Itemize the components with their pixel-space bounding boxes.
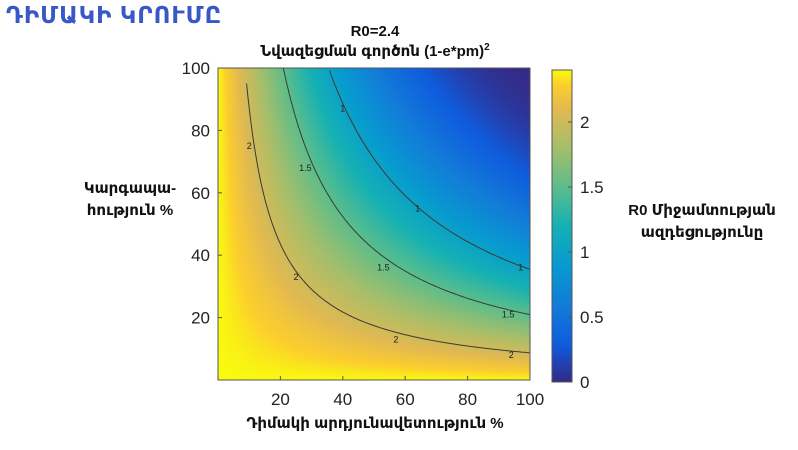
y-tick-label: 40 — [191, 246, 210, 265]
contour-label: 2 — [509, 350, 514, 360]
heatmap-surface — [218, 68, 530, 380]
plot-frame — [217, 67, 531, 381]
chart-title-exponent: 2 — [484, 42, 490, 53]
colorbar-frame — [551, 69, 573, 383]
x-tick-label: 60 — [396, 390, 415, 409]
y-axis-label: Կարգապա- հություն % — [70, 178, 190, 222]
colorbar-tick-label: 1 — [580, 243, 589, 262]
y-tick-label: 100 — [182, 59, 210, 78]
y-tick-label: 20 — [191, 309, 210, 328]
chart-title-formula-text: Նվազեցման գործոն (1-e*pm) — [260, 43, 485, 60]
contour-label: 1.5 — [502, 309, 515, 319]
y-tick-label: 80 — [191, 121, 210, 140]
contour-line-2 — [246, 83, 531, 354]
y-axis-ticks: 20 40 60 80 100 — [182, 59, 222, 328]
colorbar-tick-label: 0 — [580, 373, 589, 392]
page-heading: ԴԻՄԱԿԻ ԿՐՈՒՄԸ — [6, 2, 223, 28]
colorbar-tick-label: 0.5 — [580, 308, 604, 327]
y-axis-label-line1: Կարգապա- — [83, 180, 177, 197]
colorbar-label: R0 Միջամտության ազդեցությունը — [612, 200, 792, 244]
contour-label: 2 — [393, 334, 398, 344]
contour-line-1-5 — [282, 67, 531, 316]
colorbar-tick-label: 1.5 — [580, 178, 604, 197]
colorbar-label-line2: ազդեցությունը — [640, 224, 764, 241]
contour-label: 1 — [518, 263, 523, 273]
contour-label: 1 — [415, 203, 420, 213]
contour-label: 1.5 — [377, 263, 390, 273]
contour-line-1 — [329, 70, 531, 270]
x-axis-ticks: 20 40 60 80 100 — [271, 376, 544, 409]
colorbar-label-line1: R0 Միջամտության — [628, 202, 776, 219]
contour-label: 1 — [340, 104, 345, 114]
contour-labels: 2 2 2 2 1.5 1.5 1.5 1 1 1 — [247, 104, 523, 360]
colorbar-tick-label: 2 — [580, 113, 589, 132]
contour-label: 1.5 — [299, 163, 312, 173]
contour-label: 2 — [247, 141, 252, 151]
y-tick-label: 60 — [191, 184, 210, 203]
x-tick-label: 40 — [333, 390, 352, 409]
x-tick-label: 20 — [271, 390, 290, 409]
x-tick-label: 80 — [458, 390, 477, 409]
chart-title-formula: Նվազեցման գործոն (1-e*pm)2 — [212, 42, 538, 60]
x-axis-label: Դիմակի արդյունավետություն % — [246, 415, 504, 432]
chart-title-r0: R0=2.4 — [350, 23, 400, 40]
contour-label: 2 — [293, 272, 298, 282]
y-axis-label-line2: հություն % — [86, 202, 174, 219]
colorbar-gradient — [552, 70, 572, 382]
contour-lines — [246, 67, 531, 354]
colorbar-ticks: 0 0.5 1 1.5 2 — [568, 113, 604, 392]
x-tick-label: 100 — [516, 390, 544, 409]
